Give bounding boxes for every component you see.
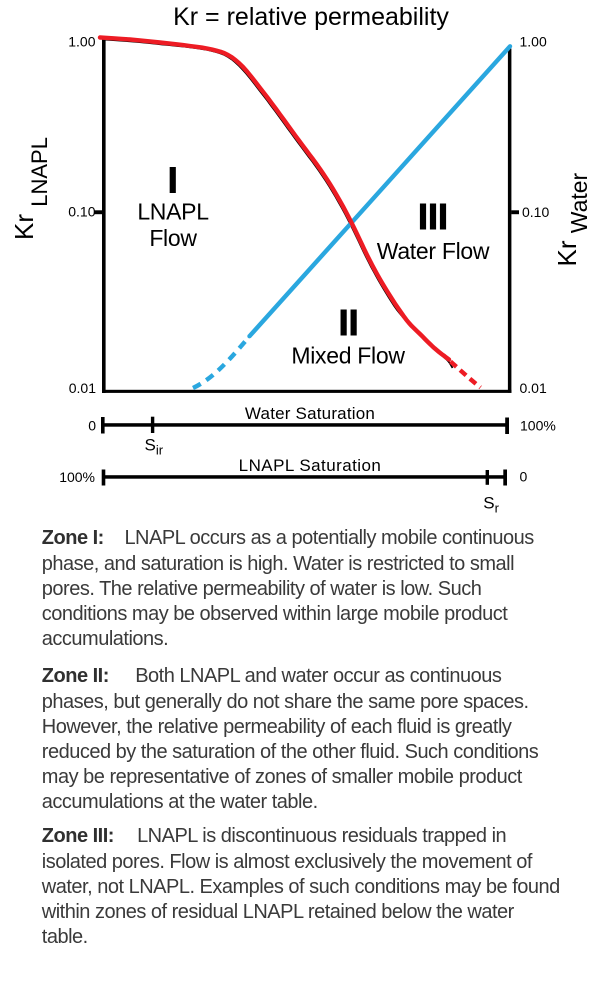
svg-text:100%: 100% [520, 417, 556, 433]
svg-text:Flow: Flow [149, 225, 197, 251]
svg-text:III: III [418, 196, 448, 237]
svg-text:Sir: Sir [145, 436, 164, 458]
svg-text:Sr: Sr [483, 493, 499, 515]
svg-text:0.01: 0.01 [69, 380, 96, 396]
svg-text:0.10: 0.10 [68, 204, 95, 220]
svg-text:0.01: 0.01 [520, 380, 547, 396]
svg-text:Water Flow: Water Flow [377, 238, 490, 264]
svg-text:LNAPL: LNAPL [137, 198, 209, 224]
svg-text:0: 0 [88, 418, 96, 434]
svg-text:Mixed Flow: Mixed Flow [291, 343, 405, 369]
svg-text:1.00: 1.00 [520, 33, 547, 49]
svg-text:I: I [168, 160, 178, 201]
svg-text:100%: 100% [59, 469, 95, 485]
svg-text:II: II [339, 302, 359, 343]
svg-text:LNAPL Saturation: LNAPL Saturation [239, 456, 382, 475]
svg-text:0: 0 [520, 468, 528, 484]
svg-text:Kr LNAPL: Kr LNAPL [9, 137, 52, 240]
svg-text:Water Saturation: Water Saturation [245, 404, 375, 423]
svg-text:Kr Water: Kr Water [552, 172, 592, 266]
svg-text:Kr = relative permeability: Kr = relative permeability [173, 3, 449, 31]
svg-text:1.00: 1.00 [68, 34, 95, 50]
svg-text:0.10: 0.10 [522, 204, 549, 220]
